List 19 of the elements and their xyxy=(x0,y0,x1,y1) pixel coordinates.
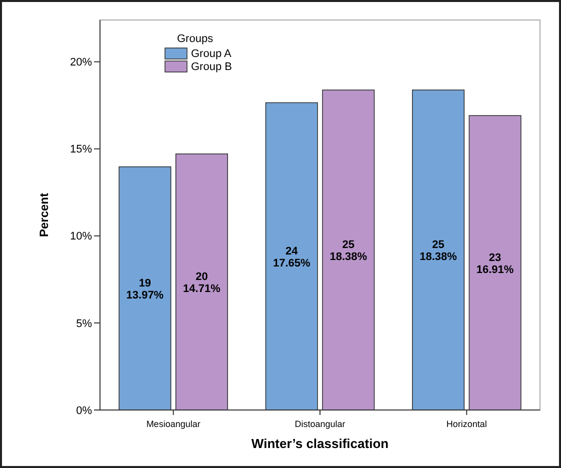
y-axis-title: Percent xyxy=(37,192,51,238)
legend-label: Group A xyxy=(191,48,232,60)
data-label: 25 18.38% xyxy=(330,238,368,263)
data-label: 24 17.65% xyxy=(272,245,310,270)
x-tick-label: Distoangular xyxy=(294,419,346,429)
legend-title: Groups xyxy=(177,33,214,45)
y-tick-label: 10% xyxy=(70,230,92,243)
x-tick-label: Horizontal xyxy=(446,419,487,429)
x-tick-label: Mesioangular xyxy=(146,419,200,429)
x-axis-title: Winter’s classification xyxy=(251,436,389,451)
data-label: 20 14.71% xyxy=(183,270,221,295)
data-label: 25 18.38% xyxy=(420,238,458,263)
legend-label: Group B xyxy=(191,61,232,73)
y-tick-label: 20% xyxy=(70,56,92,69)
y-tick-label: 5% xyxy=(76,318,92,330)
data-label: 19 13.97% xyxy=(126,277,164,302)
data-label: 23 16.91% xyxy=(476,252,514,276)
y-tick-label: 0% xyxy=(76,404,92,417)
y-tick-label: 15% xyxy=(70,144,92,156)
